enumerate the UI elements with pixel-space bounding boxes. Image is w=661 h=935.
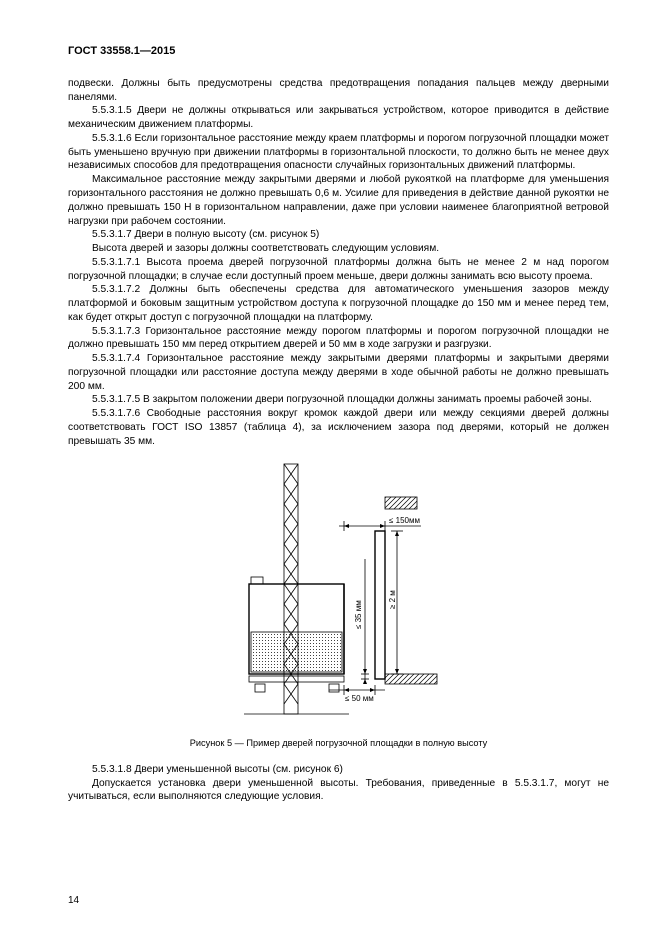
dim-top: ≤ 150мм <box>389 516 420 525</box>
para-8: 5.5.3.1.7.3 Горизонтальное расстояние ме… <box>68 325 609 353</box>
page-number: 14 <box>68 894 79 908</box>
para-9: 5.5.3.1.7.4 Горизонтальное расстояние ме… <box>68 352 609 393</box>
dim-side-right: ≥ 2 м <box>388 590 397 609</box>
dim-bottom: ≤ 50 мм <box>345 694 374 703</box>
figure-caption: Рисунок 5 — Пример дверей погрузочной пл… <box>68 737 609 749</box>
para-0: подвески. Должны быть предусмотрены сред… <box>68 77 609 105</box>
para-11: 5.5.3.1.7.6 Свободные расстояния вокруг … <box>68 407 609 448</box>
para-5: Высота дверей и зазоры должны соответств… <box>68 242 609 256</box>
para-6: 5.5.3.1.7.1 Высота проема дверей погрузо… <box>68 256 609 284</box>
after-1: Допускается установка двери уменьшенной … <box>68 777 609 805</box>
doc-header: ГОСТ 33558.1—2015 <box>68 44 609 59</box>
para-4: 5.5.3.1.7 Двери в полную высоту (см. рис… <box>68 228 609 242</box>
para-3: Максимальное расстояние между закрытыми … <box>68 173 609 228</box>
page: ГОСТ 33558.1—2015 подвески. Должны быть … <box>0 0 661 935</box>
para-7: 5.5.3.1.7.2 Должны быть обеспечены средс… <box>68 283 609 324</box>
diagram-svg: ≤ 150мм ≤ 50 мм ≤ 35 мм ≥ 2 м <box>189 459 489 729</box>
para-10: 5.5.3.1.7.5 В закрытом положении двери п… <box>68 393 609 407</box>
para-1: 5.5.3.1.5 Двери не должны открываться ил… <box>68 104 609 132</box>
figure-5: ≤ 150мм ≤ 50 мм ≤ 35 мм ≥ 2 м <box>68 459 609 729</box>
para-2: 5.5.3.1.6 Если горизонтальное расстояние… <box>68 132 609 173</box>
dim-side-upper: ≤ 35 мм <box>354 600 363 629</box>
after-0: 5.5.3.1.8 Двери уменьшенной высоты (см. … <box>68 763 609 777</box>
